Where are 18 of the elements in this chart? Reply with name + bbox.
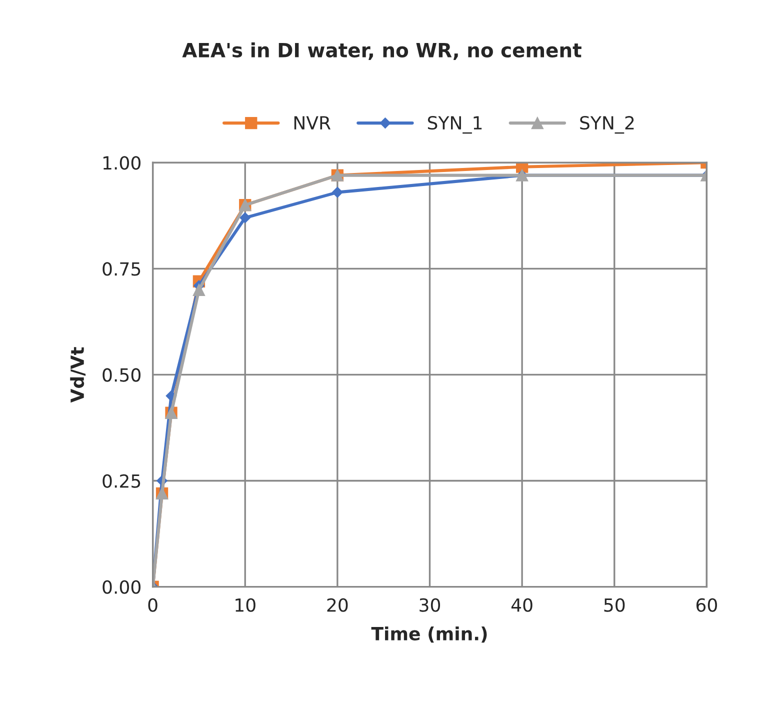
y-tick-label: 0.25 [102,474,140,488]
y-tick-label: 0.00 [102,580,140,594]
x-tick-label: 60 [696,598,717,612]
x-tick-label: 40 [511,598,532,612]
legend-label: NVR [294,116,331,130]
legend-label: SYN_2 [580,116,634,134]
x-tick-label: 20 [327,598,348,612]
x-tick-label: 50 [604,598,625,612]
y-axis-title: Vd/Vt [70,347,86,403]
legend-label: SYN_1 [428,116,482,134]
y-tick-label: 0.50 [102,368,140,382]
x-axis-title: Time (min.) [371,626,487,643]
chart-title: AEA's in DI water, no WR, no cement [182,42,582,60]
y-tick-label: 1.00 [103,156,140,170]
x-tick-label: 30 [420,598,440,612]
y-tick-label: 0.75 [102,262,140,276]
x-tick-label: 10 [236,598,256,612]
x-tick-label: 0 [148,598,158,612]
